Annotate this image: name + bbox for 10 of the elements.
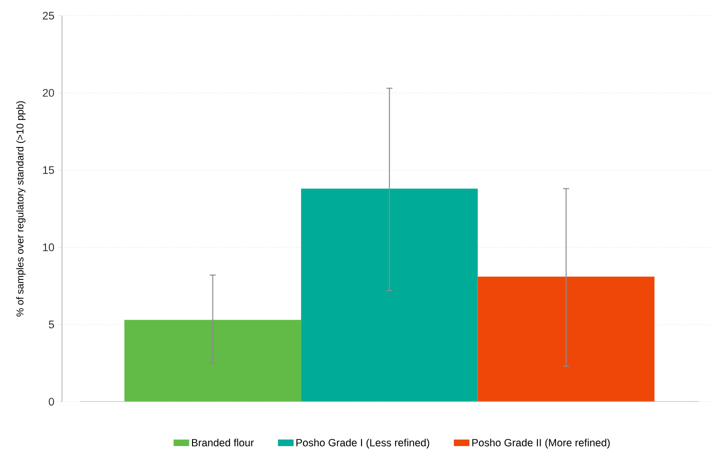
y-tick-label: 15 bbox=[43, 166, 54, 174]
legend-label: Posho Grade I (Less refined) bbox=[296, 438, 430, 448]
legend-label: Posho Grade II (More refined) bbox=[472, 438, 610, 448]
legend-label: Branded flour bbox=[192, 438, 254, 446]
y-tick-label: 25 bbox=[42, 12, 54, 20]
y-tick-label: 0 bbox=[48, 398, 54, 406]
y-tick-label: 20 bbox=[42, 89, 54, 97]
y-tick-label: 5 bbox=[48, 320, 54, 328]
y-tick-label: 10 bbox=[43, 243, 54, 252]
y-axis-title: % of samples over regulatory standard (>10 ppb) bbox=[16, 101, 26, 316]
